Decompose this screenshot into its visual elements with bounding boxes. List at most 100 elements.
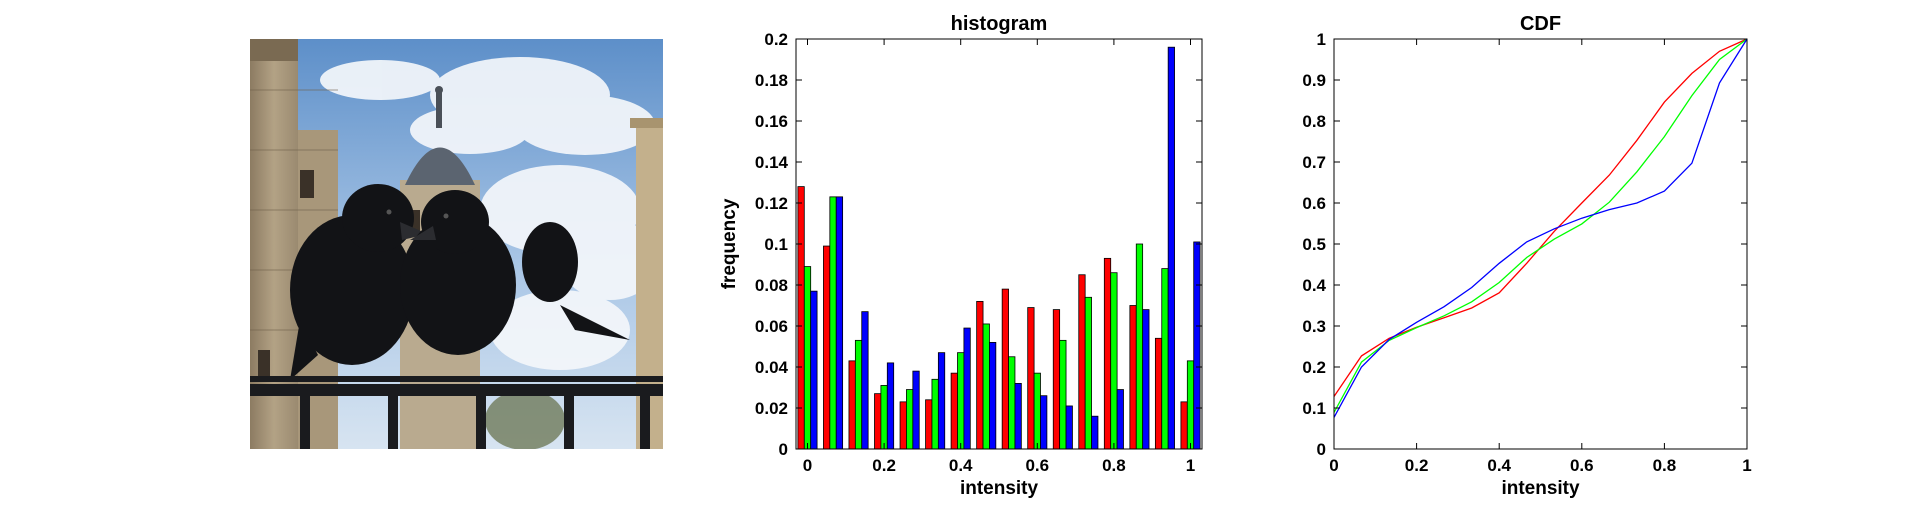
y-tick-label: 0.9 xyxy=(1302,71,1326,90)
histogram-bar xyxy=(1161,268,1169,450)
histogram-bar xyxy=(976,300,984,450)
histogram-bar xyxy=(957,352,965,450)
histogram-bar xyxy=(1135,243,1144,450)
histogram-bar xyxy=(1014,382,1022,450)
histogram-x-axis-label: intensity xyxy=(960,478,1039,499)
x-tick-label: 1 xyxy=(1742,456,1751,475)
histogram-bar xyxy=(1154,337,1163,450)
cdf-x-tick-labels: 0 0.2 0.4 0.6 0.8 1 xyxy=(1329,456,1751,475)
histogram-bar xyxy=(1167,46,1175,450)
cdf-series-line xyxy=(1333,38,1748,418)
histogram-bar xyxy=(1142,309,1150,450)
histogram-bar xyxy=(982,323,990,450)
histogram-y-tick-labels: 0 0.02 0.04 0.06 0.08 0.1 0.12 0.14 0.16 0.18 0.2 xyxy=(755,30,789,459)
x-tick-label: 0.8 xyxy=(1653,456,1677,475)
cdf-title: CDF xyxy=(1520,13,1561,35)
y-tick-label: 0.2 xyxy=(1302,358,1326,377)
histogram-bar xyxy=(1103,257,1112,450)
y-tick-label: 0.16 xyxy=(755,112,788,131)
y-tick-label: 0.12 xyxy=(755,194,788,213)
x-tick-label: 0.8 xyxy=(1102,456,1126,475)
cdf-ticks xyxy=(1333,38,1748,450)
x-tick-label: 0.2 xyxy=(872,456,896,475)
x-tick-label: 1 xyxy=(1186,456,1195,475)
two-ravens-on-railing-photo xyxy=(250,39,663,449)
histogram-bar xyxy=(899,401,907,450)
histogram-bar xyxy=(989,341,997,450)
y-tick-label: 0.02 xyxy=(755,399,788,418)
histogram-bar xyxy=(886,362,895,450)
y-tick-label: 0.06 xyxy=(755,317,788,336)
cdf-lines xyxy=(1333,38,1748,418)
y-tick-label: 0.3 xyxy=(1302,317,1326,336)
histogram-bar xyxy=(1040,395,1048,450)
y-tick-label: 0 xyxy=(779,440,788,459)
histogram-bar xyxy=(810,290,818,450)
x-tick-label: 0 xyxy=(803,456,812,475)
histogram-bar xyxy=(854,339,863,450)
y-tick-label: 0.08 xyxy=(755,276,788,295)
cdf-y-tick-labels: 0 0.1 0.2 0.3 0.4 0.5 0.6 0.7 0.8 0.9 1 xyxy=(1302,30,1326,459)
histogram-bar xyxy=(1065,405,1073,450)
histogram-bar xyxy=(912,370,920,450)
histogram-y-axis-label: frequency xyxy=(719,198,740,289)
x-tick-label: 0.6 xyxy=(1570,456,1594,475)
y-tick-label: 0.8 xyxy=(1302,112,1326,131)
histogram-bar xyxy=(1059,339,1067,450)
y-tick-label: 0.18 xyxy=(755,71,788,90)
y-tick-label: 0.7 xyxy=(1302,153,1326,172)
histogram-title: histogram xyxy=(951,13,1048,35)
x-tick-label: 0.2 xyxy=(1405,456,1429,475)
cdf-x-axis-label: intensity xyxy=(1501,478,1580,499)
x-tick-label: 0.6 xyxy=(1025,456,1049,475)
histogram-bar xyxy=(1091,415,1099,450)
cdf-axes-box xyxy=(1333,38,1748,450)
histogram-bar xyxy=(1129,305,1137,450)
histogram-bar xyxy=(963,327,971,450)
histogram-ticks xyxy=(796,38,1202,450)
x-tick-label: 0.4 xyxy=(1487,456,1511,475)
histogram-bar xyxy=(1027,307,1035,450)
histogram-bar xyxy=(1033,372,1041,450)
y-tick-label: 0.4 xyxy=(1302,276,1326,295)
histogram-bar xyxy=(925,399,933,450)
histogram-bar xyxy=(1052,309,1061,450)
histogram-chart: 00.020.040.060.080.10.120.140.160.180.2 … xyxy=(719,13,1203,499)
histogram-bar xyxy=(1001,288,1009,450)
histogram-bar xyxy=(1078,274,1086,450)
histogram-bar xyxy=(861,311,869,450)
histogram-bar xyxy=(1180,401,1188,450)
histogram-bar xyxy=(1116,389,1124,450)
x-tick-label: 0.4 xyxy=(949,456,973,475)
histogram-bar xyxy=(823,245,831,450)
cdf-chart: 0 0.1 0.2 0.3 0.4 0.5 0.6 0.7 0.8 0.9 1 0 0.2 0.4 0.6… xyxy=(1302,13,1751,499)
y-tick-label: 0.2 xyxy=(764,30,788,49)
histogram-bar xyxy=(906,389,914,450)
histogram-bar xyxy=(835,196,844,450)
cdf-series-line xyxy=(1333,38,1748,397)
histogram-bar xyxy=(848,360,856,450)
y-tick-label: 0.1 xyxy=(1302,399,1326,418)
histogram-bar xyxy=(1084,296,1092,450)
y-tick-label: 0.1 xyxy=(764,235,788,254)
y-tick-label: 1 xyxy=(1317,30,1326,49)
histogram-bars xyxy=(797,46,1201,450)
histogram-bar xyxy=(931,378,939,450)
histogram-bar xyxy=(803,266,812,450)
histogram-bar xyxy=(1110,272,1118,450)
histogram-bar xyxy=(1186,360,1195,450)
histogram-bar xyxy=(1193,241,1201,450)
y-tick-label: 0.04 xyxy=(755,358,789,377)
cdf-series-line xyxy=(1333,38,1748,413)
y-tick-label: 0 xyxy=(1317,440,1326,459)
histogram-bar xyxy=(880,385,888,450)
histogram-bar xyxy=(797,186,805,450)
histogram-bar xyxy=(937,352,946,450)
histogram-bar xyxy=(829,196,837,450)
histogram-bar xyxy=(950,372,958,450)
histogram-bar xyxy=(1008,356,1016,450)
y-tick-label: 0.14 xyxy=(755,153,789,172)
y-tick-label: 0.6 xyxy=(1302,194,1326,213)
histogram-bar xyxy=(874,393,882,450)
